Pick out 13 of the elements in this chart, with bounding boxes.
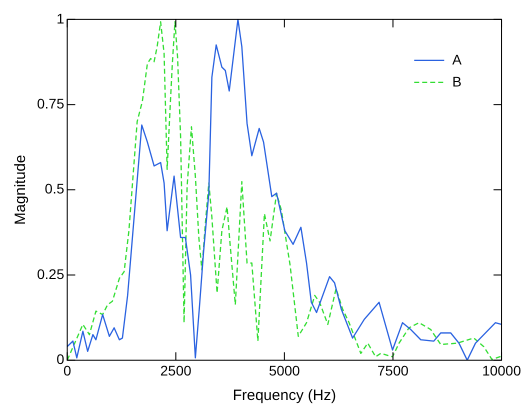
y-tick-label: 0.75 — [37, 95, 64, 112]
x-tick-label: 7500 — [377, 362, 409, 378]
y-tick-label: 0.5 — [44, 180, 64, 197]
y-axis-title: Magnitude — [12, 154, 30, 225]
legend-label: B — [452, 73, 462, 90]
y-tick-label: 0 — [56, 351, 64, 368]
x-tick-label: 10000 — [482, 362, 522, 378]
legend-label: A — [452, 51, 462, 68]
x-axis-title: Frequency (Hz) — [232, 387, 336, 404]
y-tick-label: 1 — [56, 10, 64, 26]
x-tick-label: 2500 — [160, 362, 192, 378]
x-tick-label: 5000 — [268, 362, 300, 378]
y-tick-label: 0.25 — [37, 266, 64, 282]
